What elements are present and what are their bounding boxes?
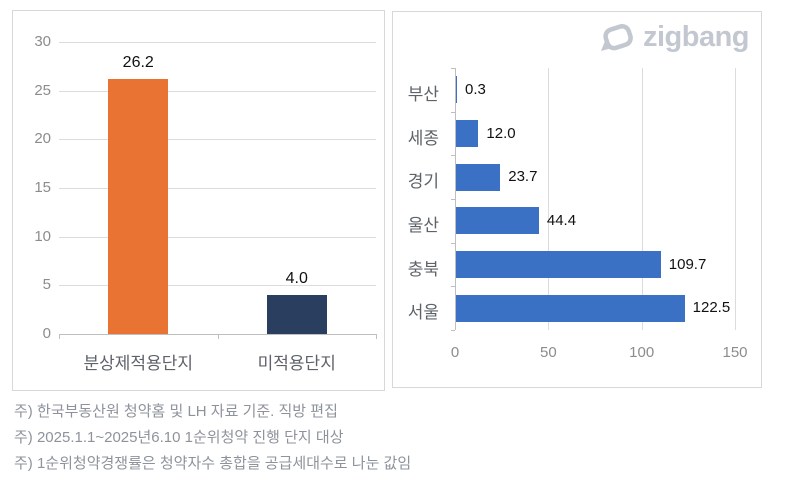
zigbang-logo: zigbang xyxy=(598,21,750,54)
gridline xyxy=(548,68,550,330)
left-chart-panel: 0 5 10 15 20 25 30 26.2 분상제적용단지 4.0 미적용단지 xyxy=(12,10,385,391)
y-axis-tick-label: 5 xyxy=(42,276,51,294)
axis-tick xyxy=(451,68,455,69)
axis-tick xyxy=(451,111,455,113)
zigbang-logo-text: zigbang xyxy=(642,21,750,53)
category-label: 미적용단지 xyxy=(257,354,336,373)
gridline xyxy=(641,68,643,330)
bar-value-label: 26.2 xyxy=(122,53,154,71)
bar-value-label: 44.4 xyxy=(546,211,577,229)
bar xyxy=(456,294,685,322)
category-label: 분상제적용단지 xyxy=(83,354,193,373)
bar-value-label: 109.7 xyxy=(668,255,707,273)
axis-tick xyxy=(451,199,455,200)
category-label: 충북 xyxy=(407,259,439,279)
zigbang-logo-icon xyxy=(600,23,633,51)
bar xyxy=(456,251,661,278)
category-label: 세종 xyxy=(407,128,439,148)
axis-tick xyxy=(59,334,60,339)
y-axis-tick-label: 25 xyxy=(34,81,51,99)
vertical-bar-chart: 0 5 10 15 20 25 30 26.2 분상제적용단지 4.0 미적용단지 xyxy=(13,11,384,390)
axis-tick xyxy=(217,334,219,339)
bar xyxy=(456,163,501,191)
footnotes: 주) 한국부동산원 청약홈 및 LH 자료 기준. 직방 편집 주) 2025.… xyxy=(14,403,411,481)
gridline xyxy=(59,188,376,189)
gridline xyxy=(59,42,376,43)
bar xyxy=(266,295,327,334)
bar xyxy=(456,207,539,235)
axis-tick xyxy=(376,334,377,339)
y-axis-tick-label: 30 xyxy=(34,33,51,50)
y-axis-tick-label: 15 xyxy=(34,179,51,196)
bar xyxy=(456,120,479,147)
bar xyxy=(108,78,169,334)
footnote-definition: 주) 1순위청약경쟁률은 청약자수 총합을 공급세대수로 나눈 값임 xyxy=(14,455,412,472)
gridline xyxy=(735,68,736,330)
bar-value-label: 4.0 xyxy=(285,270,308,288)
bar-value-label: 23.7 xyxy=(508,168,538,186)
gridline xyxy=(59,139,376,141)
bar-value-label: 12.0 xyxy=(486,124,516,142)
x-axis-tick-label: 0 xyxy=(450,344,460,361)
axis-tick xyxy=(451,155,455,157)
x-axis-tick-label: 100 xyxy=(629,344,655,361)
axis-tick xyxy=(451,286,455,288)
y-axis-tick-label: 0 xyxy=(42,325,51,342)
gridline xyxy=(59,236,376,238)
category-label: 부산 xyxy=(407,84,439,104)
y-axis-tick-label: 20 xyxy=(34,130,51,148)
axis-tick xyxy=(451,330,455,331)
horizontal-bar-chart: 0 50 100 150 0.3 부산 12.0 세종 23.7 경기 44.4 울산 109.7 충북 1… xyxy=(393,12,761,387)
axis-tick xyxy=(451,242,455,244)
gridline xyxy=(59,285,376,287)
x-axis-tick-label: 150 xyxy=(722,344,748,361)
category-label: 경기 xyxy=(407,172,439,192)
x-axis-tick-label: 50 xyxy=(539,344,557,361)
footnote-period: 주) 2025.1.1~2025년6.10 1순위청약 진행 단지 대상 xyxy=(14,429,344,446)
bar-value-label: 0.3 xyxy=(465,80,486,98)
right-chart-panel: zigbang 0 50 100 150 0.3 부산 12.0 세종 23.7 경기 44.4 울산… xyxy=(392,11,762,388)
gridline xyxy=(59,90,376,92)
category-label: 서울 xyxy=(407,303,439,323)
bar xyxy=(456,76,457,104)
y-axis-line xyxy=(455,68,456,330)
category-label: 울산 xyxy=(407,215,439,235)
footnote-source: 주) 한국부동산원 청약홈 및 LH 자료 기준. 직방 편집 xyxy=(14,403,338,420)
y-axis-tick-label: 10 xyxy=(34,227,51,245)
bar-value-label: 122.5 xyxy=(692,299,731,317)
